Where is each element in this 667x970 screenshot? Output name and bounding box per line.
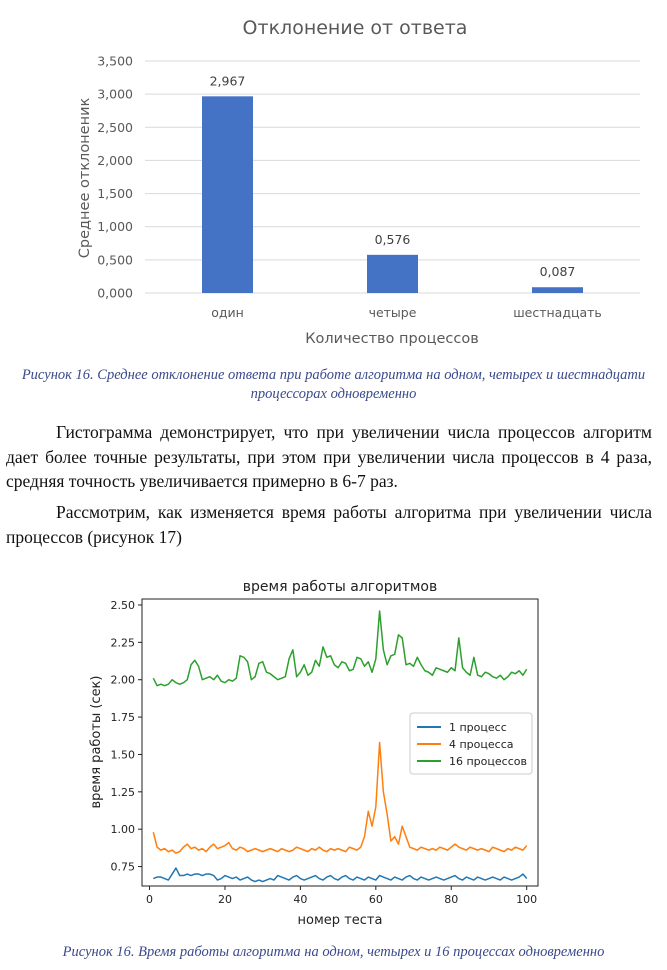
x-tick-label: 20 [218, 893, 232, 906]
series-line [153, 867, 528, 883]
y-tick-label: 3,500 [97, 54, 133, 69]
legend-box [409, 712, 533, 775]
line-chart-y-ticks: 0.75 1.00 1.25 1.50 1.75 2.00 2.25 2.50 [111, 599, 142, 874]
series-line [152, 741, 528, 854]
bar-chart-x-ticks: один четыре шестнадцать [211, 305, 602, 320]
y-tick-label: 2.00 [111, 674, 136, 687]
x-tick-label: 40 [293, 893, 307, 906]
y-tick-label: 0.75 [111, 861, 136, 874]
bar-data-label: 0,576 [375, 232, 411, 247]
x-tick-label: один [211, 305, 244, 320]
y-tick-label: 0,500 [97, 252, 133, 267]
y-tick-label: 1,500 [97, 186, 133, 201]
line-chart-plot-frame [141, 598, 539, 887]
x-tick-label: четыре [369, 305, 417, 320]
line-chart-figure: время работы алгоритмов 0.75 1.00 1.25 1.50… [0, 570, 667, 944]
bar-data-label: 2,967 [210, 73, 246, 88]
line-chart-x-label: номер теста [298, 913, 383, 928]
paragraph-2: Рассмотрим, как изменяется время работы … [6, 502, 652, 547]
x-tick-label: 80 [444, 893, 458, 906]
y-tick-label: 1.25 [111, 786, 136, 799]
figure-caption-1: Рисунок 16. Среднее отклонение ответа пр… [21, 367, 646, 402]
series-line [152, 610, 528, 687]
x-tick-label: 60 [369, 893, 383, 906]
paragraph-1: Гистограмма демонстрирует, что при увели… [6, 422, 652, 491]
y-tick-label: 3,000 [97, 87, 133, 102]
bar [367, 254, 418, 293]
bar-chart-x-label: Количество процессов [305, 331, 479, 347]
figure-caption-2: Рисунок 16. Время работы алгоритма на од… [62, 944, 605, 960]
line-chart-title: время работы алгоритмов [243, 579, 437, 595]
bar-data-label: 0,087 [540, 264, 576, 279]
line-chart-y-label: время работы (сек) [89, 676, 104, 809]
bar-chart: Отклонение от ответа 0,000 0,500 1,000 1,50… [77, 17, 640, 347]
y-tick-label: 1.50 [111, 748, 136, 761]
y-tick-label: 2.50 [111, 599, 136, 612]
line-chart-legend: 1 процесс 4 процесса 16 процессов [409, 712, 533, 775]
line-chart: время работы алгоритмов 0.75 1.00 1.25 1.50… [89, 579, 539, 928]
bar-chart-figure: Отклонение от ответа 0,000 0,500 1,000 1,50… [0, 0, 667, 359]
x-tick-label: 100 [516, 893, 537, 906]
bar-chart-title: Отклонение от ответа [243, 17, 468, 39]
x-tick-label: 0 [146, 893, 153, 906]
bar-chart-bars: 2,967 0,576 0,087 [202, 73, 583, 293]
bar-chart-y-label: Среднее отклоненик [77, 98, 93, 259]
bar [202, 96, 253, 293]
y-tick-label: 2,000 [97, 153, 133, 168]
x-tick-label: шестнадцать [513, 305, 602, 320]
y-tick-label: 0,000 [97, 286, 133, 301]
legend-label: 1 процесс [449, 721, 507, 734]
bar [532, 287, 583, 293]
y-tick-label: 1.00 [111, 823, 136, 836]
legend-label: 4 процесса [449, 738, 514, 751]
y-tick-label: 1,000 [97, 219, 133, 234]
legend-label: 16 процессов [449, 755, 527, 768]
y-tick-label: 2.25 [111, 636, 136, 649]
line-chart-x-ticks: 0 20 40 60 80 100 [146, 886, 537, 906]
line-chart-series [152, 610, 528, 883]
bar-chart-y-ticks: 0,000 0,500 1,000 1,500 2,000 2,500 3,000 3,500 [97, 54, 133, 301]
y-tick-label: 1.75 [111, 711, 136, 724]
y-tick-label: 2,500 [97, 120, 133, 135]
